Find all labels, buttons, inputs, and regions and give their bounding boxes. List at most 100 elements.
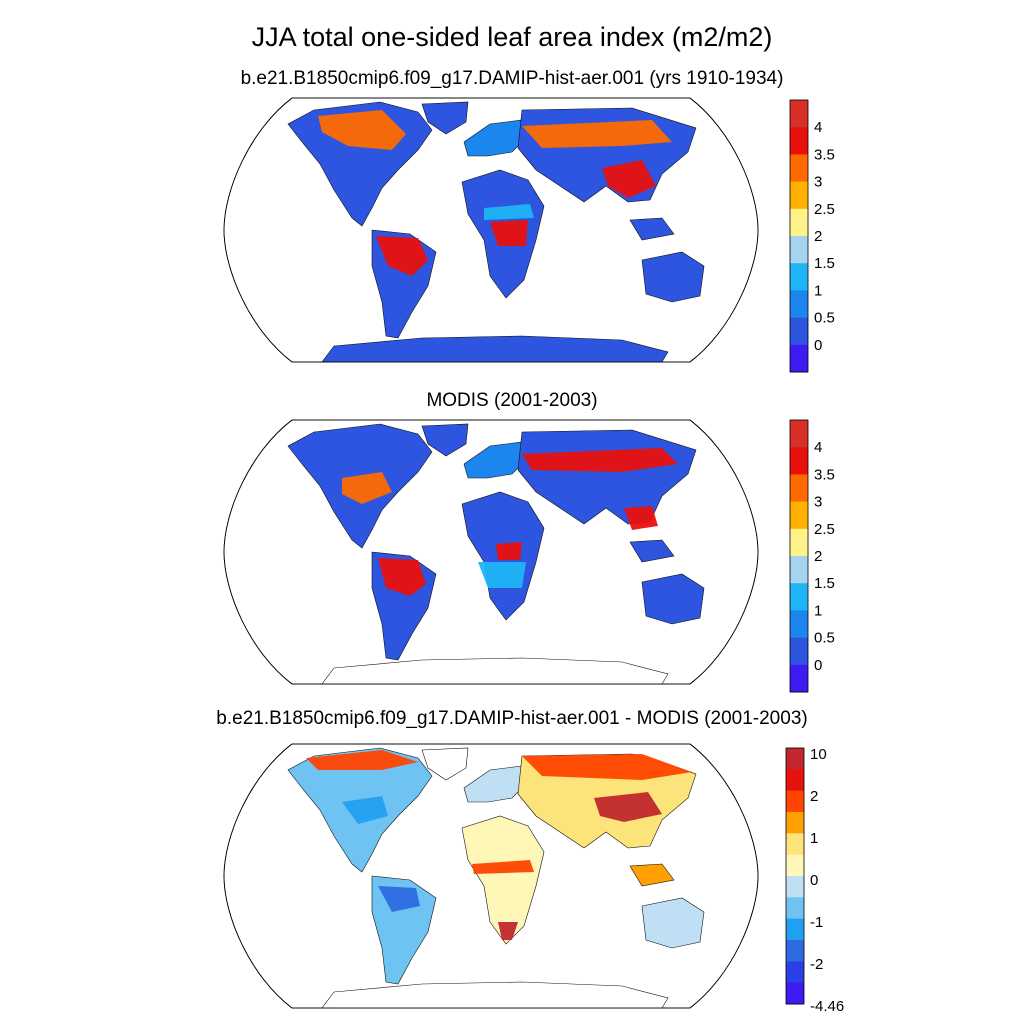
colorbar-swatch — [790, 317, 808, 346]
southeast-asia-forest — [624, 506, 658, 530]
colorbar-tick-label: -4.46 — [810, 998, 844, 1015]
colorbar-outline — [785, 747, 805, 1005]
map-border — [223, 97, 759, 363]
amazon-negative-bias — [378, 886, 420, 912]
panel-2-title: MODIS (2001-2003) — [426, 390, 598, 411]
colorbar-swatch — [790, 664, 808, 693]
arctic-positive-bias — [522, 754, 692, 780]
colorbar-swatch — [790, 127, 808, 155]
sahel-positive-bias — [472, 860, 534, 874]
panel-1-colorbar: 4 3.5 3 2.5 2 1.5 1 0.5 0 — [789, 99, 835, 373]
colorbar-tick-label: -1 — [810, 914, 823, 931]
land-africa — [461, 815, 545, 945]
colorbar-tick-label: 2 — [814, 228, 822, 245]
eastern-us-negative-bias — [342, 796, 388, 824]
colorbar-swatch — [790, 447, 808, 475]
colorbar-swatch — [786, 940, 804, 962]
colorbar-tick-label: -2 — [810, 956, 823, 973]
colorbar-swatch — [790, 344, 808, 373]
colorbar-tick-label: 1.5 — [814, 255, 835, 272]
colorbar-swatch — [790, 610, 808, 639]
panel-2-colorbar: 4 3.5 3 2.5 2 1.5 1 0.5 0 — [789, 419, 835, 693]
colorbar-swatch — [786, 918, 804, 941]
colorbar-tick-label: 4 — [814, 439, 822, 456]
colorbar-swatch — [786, 812, 804, 834]
colorbar-swatch — [786, 876, 804, 898]
canada-positive-bias — [306, 750, 418, 770]
south-africa-positive-bias — [498, 922, 518, 940]
central-africa-savanna — [484, 204, 534, 220]
colorbar-swatch — [790, 100, 808, 128]
colorbar-tick-label: 0.5 — [814, 310, 835, 327]
eastern-us-forest — [342, 472, 392, 504]
land-greenland — [421, 423, 469, 457]
colorbar-tick-label: 0 — [810, 872, 818, 889]
panel-1-title: b.e21.B1850cmip6.f09_g17.DAMIP-hist-aer.… — [240, 68, 784, 89]
colorbar-tick-label: 2.5 — [814, 521, 835, 538]
colorbar-swatch — [790, 154, 808, 183]
colorbar-swatch — [790, 420, 808, 448]
colorbar-swatch — [790, 528, 808, 557]
colorbar-tick-label: 2 — [814, 548, 822, 565]
land-indonesia — [629, 863, 675, 887]
congo-high-lai — [490, 220, 528, 246]
colorbar-swatch — [786, 961, 804, 984]
colorbar-swatch — [790, 263, 808, 291]
colorbar-swatch — [790, 583, 808, 611]
panel-3-title: b.e21.B1850cmip6.f09_g17.DAMIP-hist-aer.… — [216, 708, 808, 729]
colorbar-outline — [789, 419, 809, 693]
colorbar-tick-label: 1.5 — [814, 575, 835, 592]
colorbar-swatch — [786, 748, 804, 770]
land-greenland — [421, 747, 469, 781]
amazon-high-lai — [378, 558, 426, 596]
colorbar-tick-label: 10 — [810, 746, 827, 763]
colorbar-swatch — [790, 637, 808, 666]
colorbar-swatch — [786, 769, 804, 792]
siberia-forest-belt — [522, 448, 678, 472]
amazon-high-lai — [376, 236, 428, 276]
land-greenland — [421, 101, 469, 135]
colorbar-swatch — [790, 236, 808, 264]
colorbar-tick-label: 2 — [810, 788, 818, 805]
southeast-asia-high-lai — [602, 160, 656, 198]
map-border — [223, 743, 759, 1009]
colorbar-swatch — [790, 181, 808, 210]
colorbar-tick-label: 4 — [814, 119, 822, 136]
land-indonesia — [629, 217, 675, 241]
colorbar-tick-label: 3.5 — [814, 466, 835, 483]
savanna-belt — [478, 562, 526, 588]
colorbar-tick-label: 0 — [814, 337, 822, 354]
colorbar-swatch — [786, 854, 804, 877]
colorbar-tick-label: 0 — [814, 657, 822, 674]
colorbar-swatch — [790, 290, 808, 319]
colorbar-tick-label: 1 — [810, 830, 818, 847]
colorbar-swatch — [790, 501, 808, 530]
canada-forest — [318, 110, 406, 150]
colorbar-swatch — [790, 208, 808, 237]
boreal-forest-belt — [522, 120, 672, 148]
congo-high-lai — [496, 542, 522, 560]
colorbar-swatch — [786, 790, 804, 813]
tibet-positive-bias — [594, 792, 662, 822]
colorbar-tick-label: 2.5 — [814, 201, 835, 218]
map-border — [223, 419, 759, 685]
colorbar-swatch — [786, 833, 804, 856]
colorbar-swatch — [790, 474, 808, 503]
colorbar-tick-label: 3.5 — [814, 146, 835, 163]
colorbar-tick-label: 3 — [814, 174, 822, 191]
land-indonesia — [629, 539, 675, 563]
panel-2-map — [223, 419, 759, 685]
colorbar-tick-label: 1 — [814, 602, 822, 619]
colorbar-outline — [789, 99, 809, 373]
colorbar-tick-label: 0.5 — [814, 630, 835, 647]
land-australia — [641, 573, 705, 625]
figure-title: JJA total one-sided leaf area index (m2/… — [251, 22, 773, 52]
panel-3-map — [223, 743, 759, 1009]
colorbar-swatch — [790, 556, 808, 584]
colorbar-tick-label: 1 — [814, 282, 822, 299]
colorbar-tick-label: 3 — [814, 494, 822, 511]
colorbar-swatch — [786, 982, 804, 1005]
land-australia — [641, 251, 705, 303]
land-australia — [641, 897, 705, 949]
